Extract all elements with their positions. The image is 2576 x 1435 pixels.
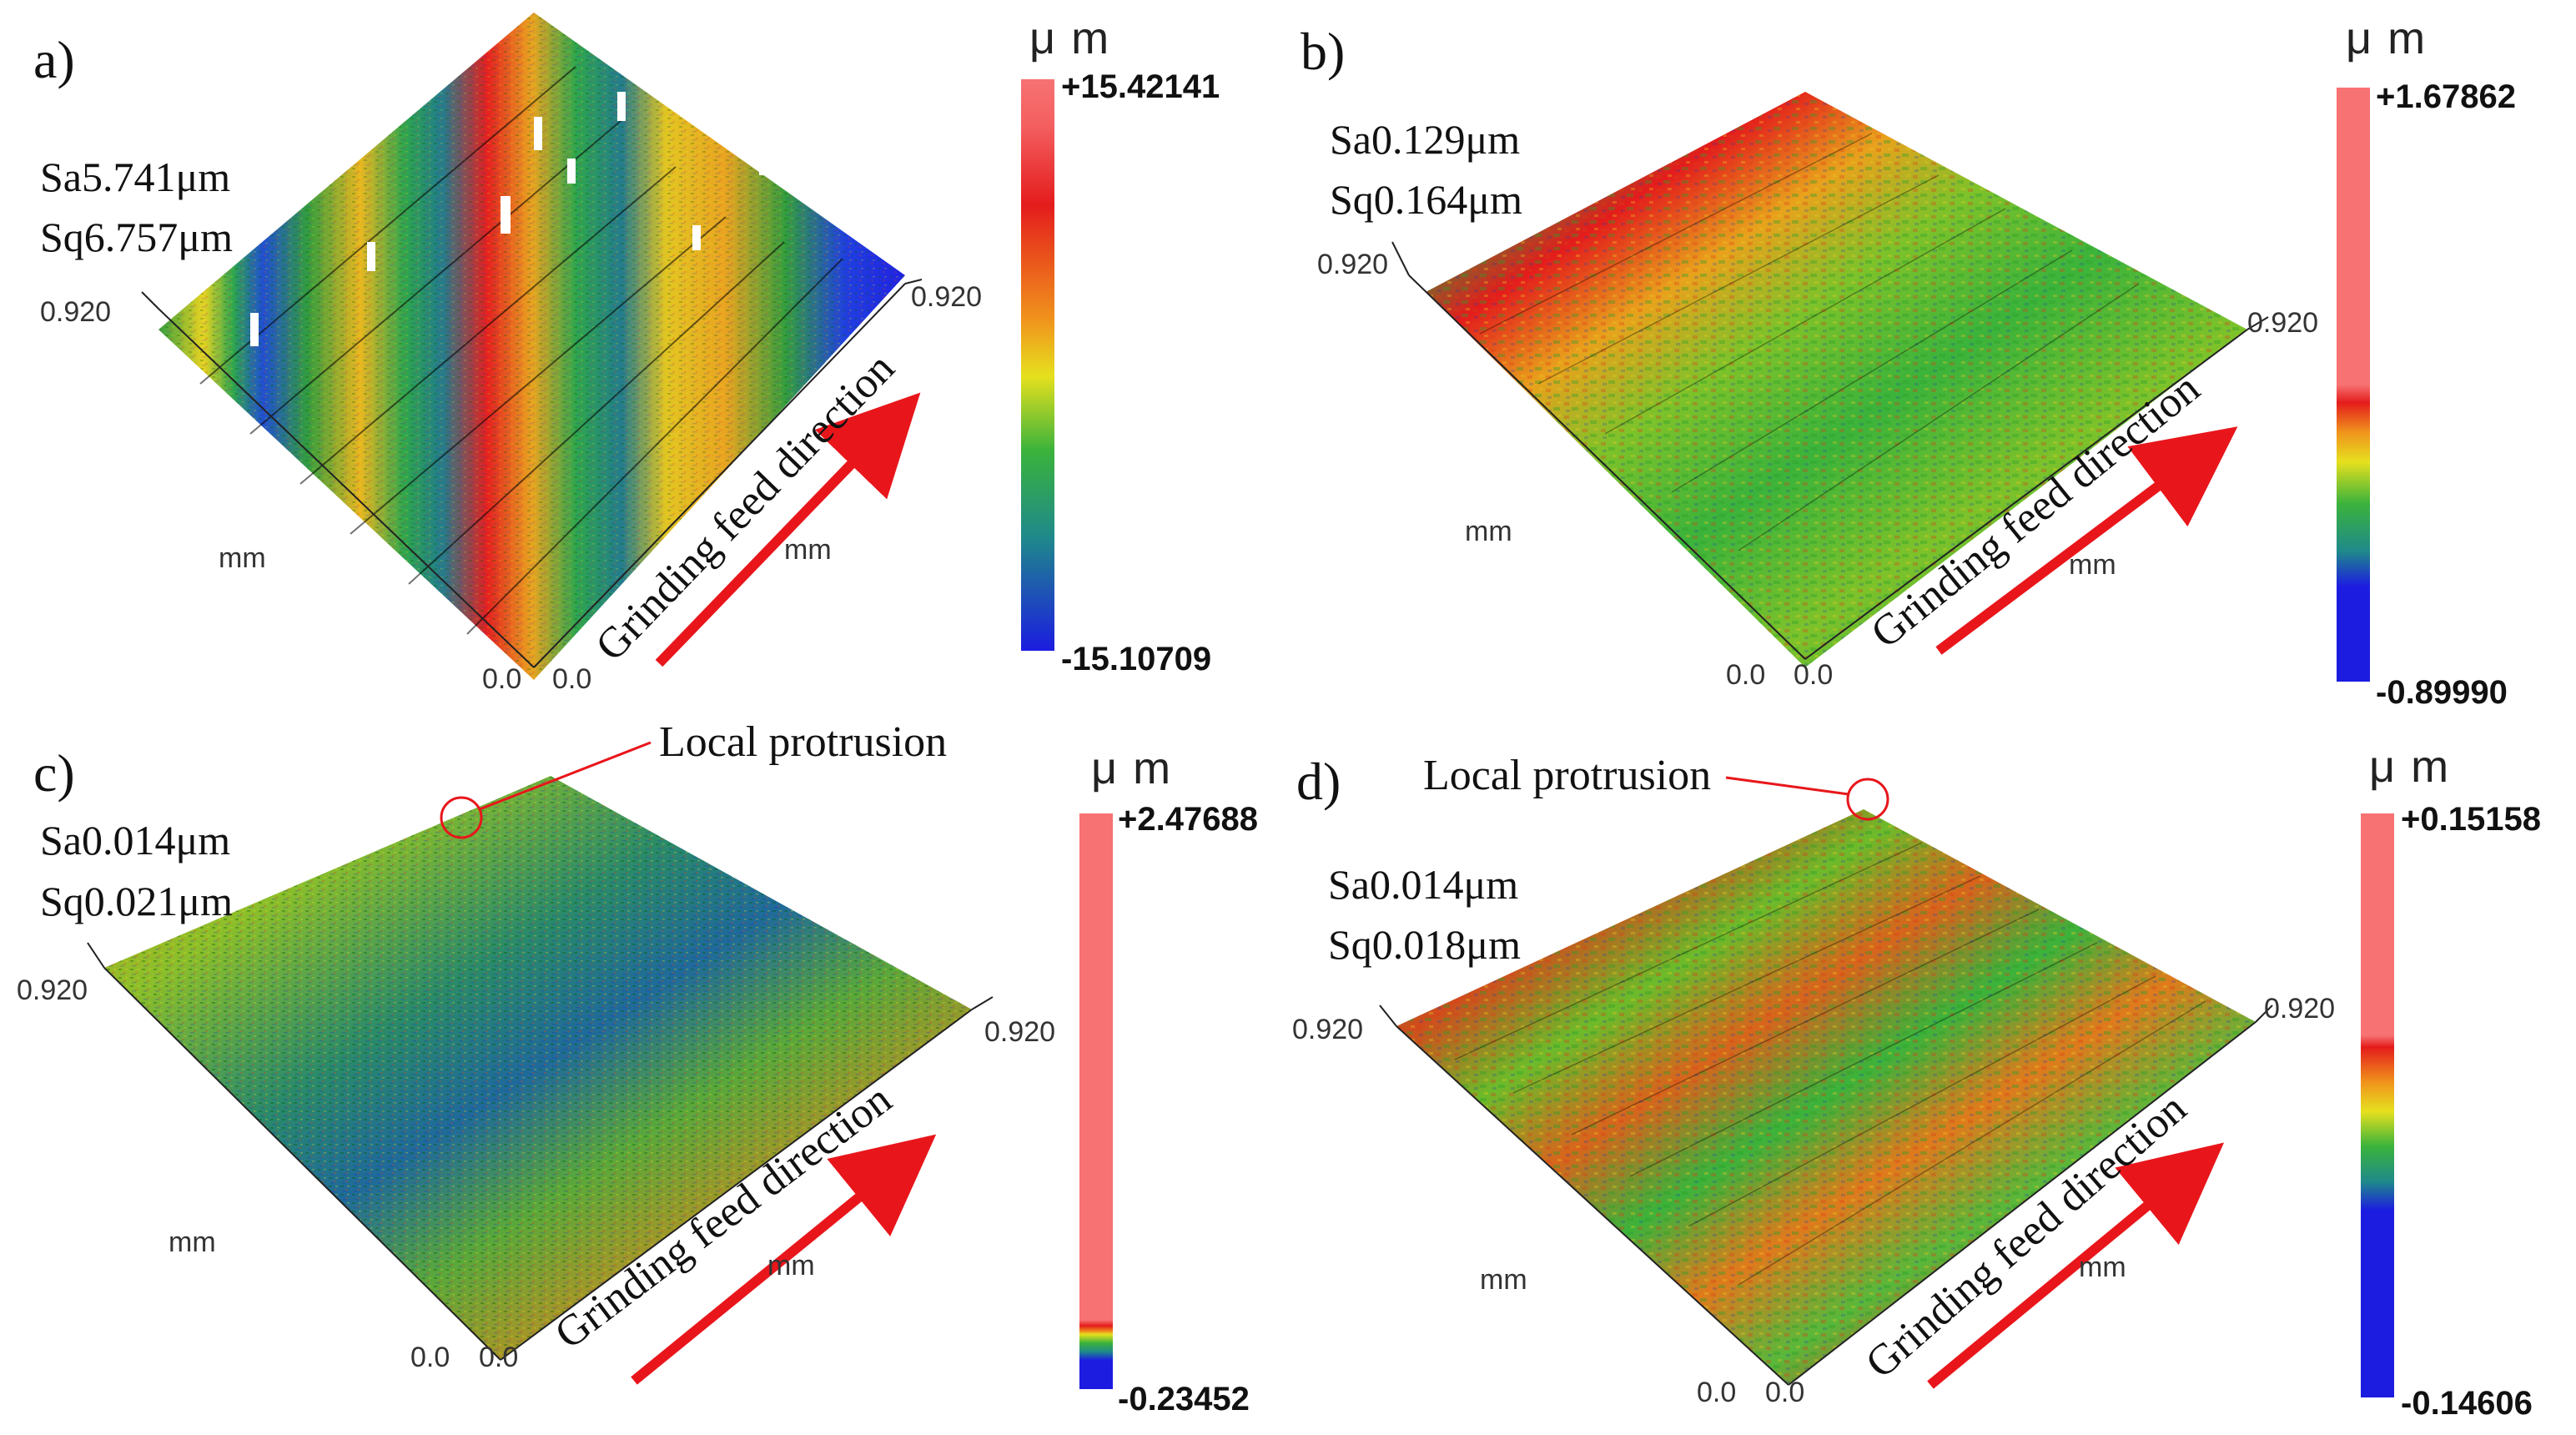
colorbar-min-b: -0.89990 <box>2376 674 2508 711</box>
surface-c <box>87 741 994 1385</box>
colorbar-max-d: +0.15158 <box>2401 801 2541 838</box>
axis-unit-left-c: mm <box>169 1226 216 1258</box>
axis-max-left-c: 0.920 <box>17 974 88 1006</box>
axis-max-left-d: 0.920 <box>1292 1014 1364 1045</box>
panel-label-a: a) <box>33 30 75 89</box>
axes-d <box>1379 1004 2273 1386</box>
colorbar-unit-b: μ m <box>2346 13 2428 63</box>
axis-unit-left-b: mm <box>1465 516 1512 547</box>
sq-value-d: Sq0.018μm <box>1328 921 1522 968</box>
panel-a: a) Sa5.741μm Sq6.757μm 0.920 0.920 0.0 0… <box>0 0 1288 718</box>
panel-label-c: c) <box>33 743 75 803</box>
protrusion-leader-d <box>1725 776 1849 796</box>
sa-value-c: Sa0.014μm <box>40 817 231 864</box>
panel-label-b: b) <box>1301 22 1346 81</box>
surface-d <box>1379 776 2273 1389</box>
sq-value-b: Sq0.164μm <box>1330 176 1523 223</box>
axis-unit-left-a: mm <box>219 542 266 574</box>
axis-zero-left-a: 0.0 <box>482 663 522 695</box>
sq-value-c: Sq0.021μm <box>40 878 234 924</box>
axis-max-left-b: 0.920 <box>1317 249 1389 280</box>
protrusion-circle-d <box>1846 778 1889 821</box>
colorbar-a <box>1021 79 1054 651</box>
colorbar-max-a: +15.42141 <box>1061 68 1220 105</box>
colorbar-d <box>2361 813 2394 1397</box>
axis-zero-right-a: 0.0 <box>552 663 592 695</box>
axis-unit-right-b: mm <box>2069 549 2116 581</box>
axis-max-right-c: 0.920 <box>984 1016 1056 1048</box>
panel-d: d) Local protrusion Sa0.014μm Sq0.018μm … <box>1288 718 2576 1435</box>
axis-zero-left-d: 0.0 <box>1697 1377 1737 1408</box>
ridge-lines-a <box>199 66 843 635</box>
colorbar-unit-d: μ m <box>2369 742 2451 792</box>
feed-arrow-a <box>655 392 921 667</box>
panel-b: b) Sa0.129μm Sq0.164μm 0.920 0.920 0.0 0… <box>1288 0 2576 718</box>
axis-unit-right-d: mm <box>2079 1251 2126 1283</box>
axis-zero-right-b: 0.0 <box>1794 659 1834 691</box>
sa-value-b: Sa0.129μm <box>1330 116 1521 163</box>
colorbar-min-d: -0.14606 <box>2401 1385 2533 1422</box>
colorbar-unit-a: μ m <box>1029 13 1111 63</box>
protrusion-label-d: Local protrusion <box>1423 752 1712 799</box>
axis-zero-left-b: 0.0 <box>1726 659 1766 691</box>
axis-max-right-b: 0.920 <box>2247 307 2319 339</box>
sq-value-a: Sq6.757μm <box>40 214 234 260</box>
axis-unit-right-c: mm <box>767 1250 815 1281</box>
panel-c: c) Sa0.014μm Sq0.021μm Local protrusion … <box>0 718 1288 1435</box>
axes-b <box>1391 241 2269 660</box>
protrusion-leader-c <box>479 741 652 811</box>
colorbar-unit-c: μ m <box>1091 743 1173 793</box>
ridge-lines-d <box>1454 842 2206 1286</box>
feed-arrow-d <box>1927 1142 2225 1389</box>
colorbar-min-a: -15.10709 <box>1061 641 1212 677</box>
axis-max-left-a: 0.920 <box>40 296 112 328</box>
axis-unit-right-a: mm <box>784 534 832 566</box>
axis-max-right-a: 0.920 <box>911 281 983 313</box>
axis-zero-right-d: 0.0 <box>1765 1377 1805 1408</box>
colorbar-max-c: +2.47688 <box>1118 801 1258 838</box>
panel-label-d: d) <box>1296 752 1341 811</box>
ridge-lines-b <box>1479 133 2140 551</box>
axis-zero-left-c: 0.0 <box>410 1342 450 1373</box>
colorbar-min-c: -0.23452 <box>1118 1381 1250 1417</box>
sa-value-d: Sa0.014μm <box>1328 861 1519 908</box>
axes-c <box>87 942 994 1361</box>
surface-b <box>1391 92 2269 667</box>
axis-zero-right-c: 0.0 <box>479 1342 519 1373</box>
axis-max-right-d: 0.920 <box>2264 993 2336 1025</box>
sa-value-a: Sa5.741μm <box>40 154 231 200</box>
colorbar-max-b: +1.67862 <box>2376 78 2516 115</box>
colorbar-c <box>1079 813 1113 1389</box>
protrusion-label-c: Local protrusion <box>659 718 948 766</box>
colorbar-b <box>2337 88 2370 682</box>
surface-a <box>141 13 923 680</box>
protrusion-circle-c <box>440 796 483 839</box>
specks-a <box>250 92 767 346</box>
feed-arrow-b <box>1935 426 2238 655</box>
feed-arrow-c <box>631 1134 937 1385</box>
axes-a <box>141 279 923 668</box>
axis-unit-left-d: mm <box>1480 1264 1527 1296</box>
